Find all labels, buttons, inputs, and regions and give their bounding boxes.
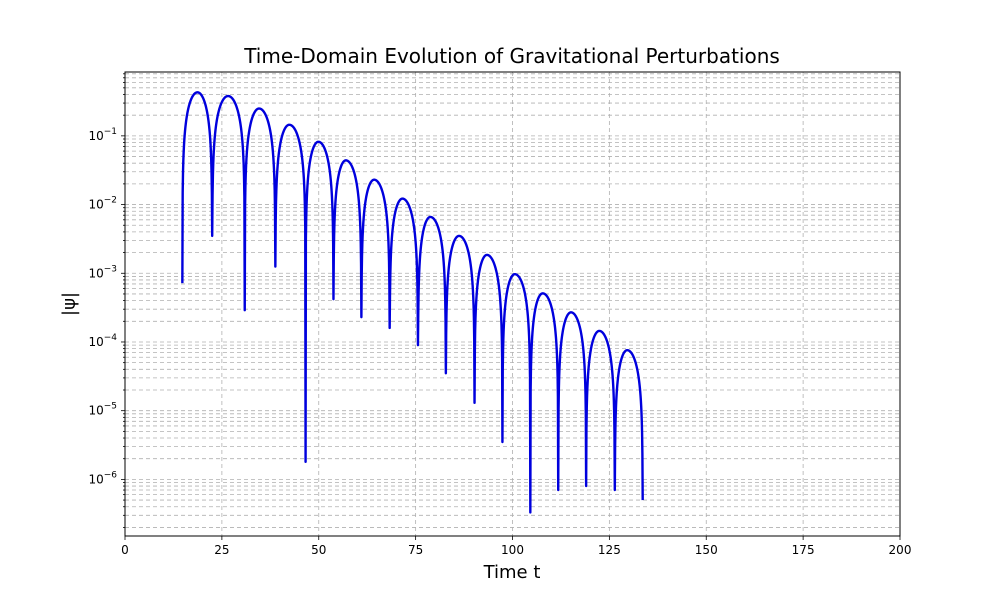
y-tick-label: 10−1 xyxy=(88,127,117,143)
y-axis-label: |ψ| xyxy=(59,292,80,316)
y-tick-label: 10−6 xyxy=(88,470,117,486)
series-line xyxy=(181,91,644,514)
x-tick-label: 125 xyxy=(598,543,621,557)
x-axis-label: Time t xyxy=(483,562,541,583)
x-tick-label: 0 xyxy=(121,543,129,557)
x-tick-label: 200 xyxy=(889,543,912,557)
plot-area xyxy=(181,91,644,514)
y-tick-label: 10−2 xyxy=(88,196,117,212)
y-tick-label: 10−4 xyxy=(88,333,117,349)
chart-title: Time-Domain Evolution of Gravitational P… xyxy=(243,44,780,68)
x-tick-label: 100 xyxy=(501,543,524,557)
grid xyxy=(124,72,901,536)
x-tick-label: 50 xyxy=(311,543,326,557)
axis-ticks: 0 25 50 75 100 125 150 175 200 10−6 10−5 10−4 10−3 10… xyxy=(88,73,912,557)
y-tick-label: 10−3 xyxy=(88,264,117,280)
y-tick-label: 10−5 xyxy=(88,402,117,418)
x-tick-label: 175 xyxy=(792,543,815,557)
x-tick-label: 25 xyxy=(214,543,229,557)
x-tick-label: 75 xyxy=(408,543,423,557)
x-tick-label: 150 xyxy=(695,543,718,557)
